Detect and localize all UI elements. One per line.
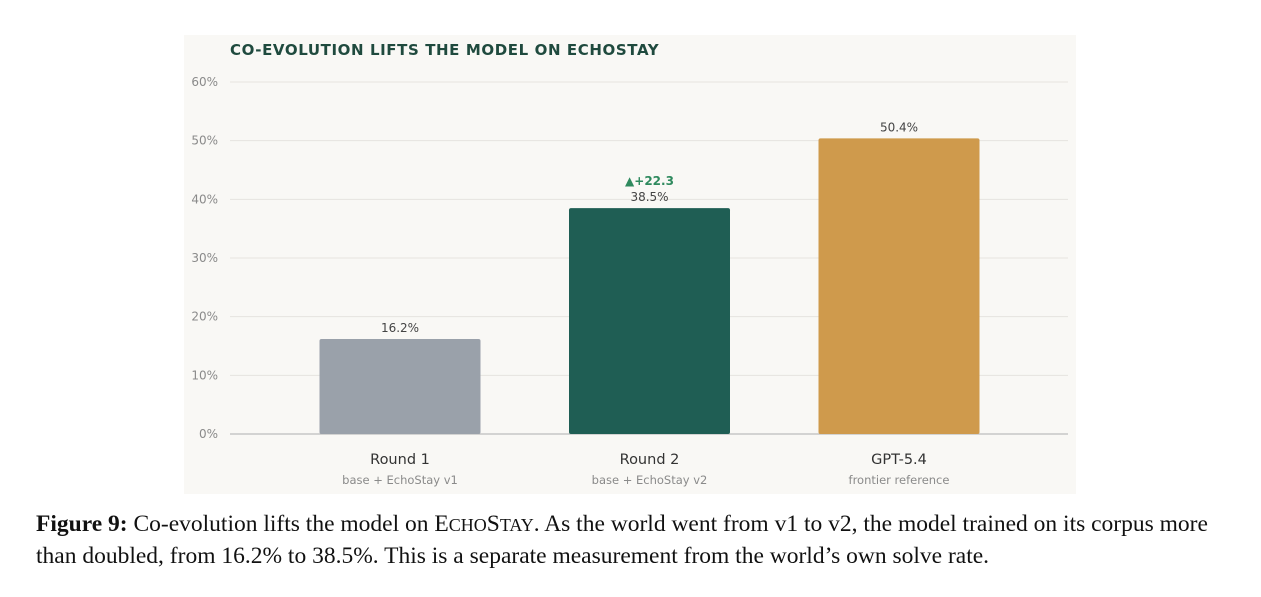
category-sublabel: base + EchoStay v1: [342, 473, 458, 487]
y-tick-label: 30%: [191, 251, 218, 265]
category-sublabel: frontier reference: [849, 473, 950, 487]
caption-name-part-2: CHO: [448, 515, 487, 535]
y-tick-label: 50%: [191, 134, 218, 148]
bar-round-1: [319, 338, 481, 434]
category-label: GPT-5.4: [871, 452, 927, 468]
y-tick-label: 40%: [191, 192, 218, 206]
chart-title: CO-EVOLUTION LIFTS THE MODEL ON ECHOSTAY: [230, 41, 660, 59]
figure-caption: Figure 9: Co-evolution lifts the model o…: [36, 509, 1236, 572]
caption-name-part-1: E: [434, 511, 449, 537]
caption-text-before: Co-evolution lifts the model on: [133, 511, 435, 537]
bar-chart: CO-EVOLUTION LIFTS THE MODEL ON ECHOSTAY…: [191, 41, 1068, 487]
category-label: Round 1: [370, 452, 430, 468]
value-label: 38.5%: [630, 190, 668, 204]
bar-round-2: [569, 208, 730, 434]
y-tick-label: 20%: [191, 310, 218, 324]
value-label: 50.4%: [880, 120, 918, 134]
caption-name-part-4: TAY: [499, 515, 534, 535]
caption-name-part-3: S: [486, 511, 500, 537]
bar-gpt-5-4: [818, 138, 980, 434]
y-tick-label: 0%: [199, 427, 218, 441]
y-tick-label: 60%: [191, 75, 218, 89]
delta-annotation: ▲+22.3: [625, 174, 674, 188]
value-label: 16.2%: [381, 321, 419, 335]
category-sublabel: base + EchoStay v2: [592, 473, 708, 487]
category-label: Round 2: [620, 452, 680, 468]
figure-label: Figure 9:: [36, 511, 128, 537]
y-tick-label: 10%: [191, 368, 218, 382]
chart-panel: CO-EVOLUTION LIFTS THE MODEL ON ECHOSTAY…: [184, 35, 1076, 494]
caption-text-after: . As the world went from v1 to v2, the m…: [36, 511, 1208, 569]
